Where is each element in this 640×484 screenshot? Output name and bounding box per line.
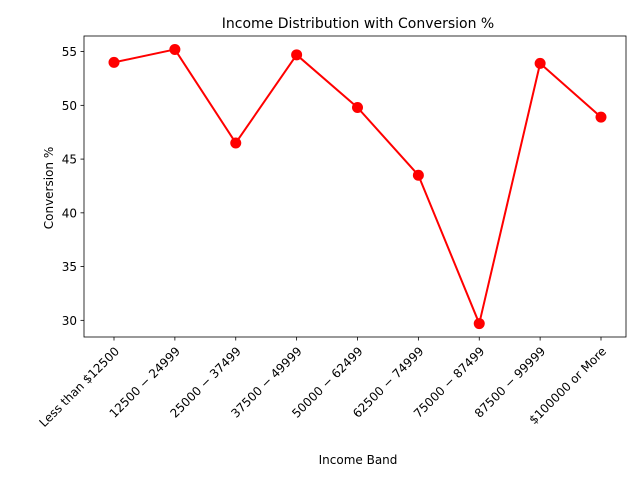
data-point: [595, 111, 607, 123]
y-tick-label: 55: [62, 45, 77, 59]
data-point: [352, 101, 363, 113]
data-point: [108, 56, 120, 68]
y-axis-label: Conversion %: [42, 147, 56, 230]
y-tick-label: 30: [62, 314, 77, 328]
y-tick-label: 35: [62, 260, 77, 274]
data-point: [534, 57, 546, 69]
data-point: [412, 169, 424, 181]
plot-area: [108, 43, 607, 330]
axes-frame: [83, 35, 627, 338]
x-axis-label: Income Band: [319, 453, 398, 467]
data-point: [473, 318, 485, 330]
chart-title: Income Distribution with Conversion %: [222, 16, 495, 32]
data-point: [169, 43, 181, 55]
data-point: [291, 49, 303, 61]
y-tick-label: 50: [62, 99, 77, 113]
data-point: [230, 137, 242, 149]
y-tick-label: 45: [62, 153, 77, 167]
y-tick-label: 40: [62, 206, 77, 220]
